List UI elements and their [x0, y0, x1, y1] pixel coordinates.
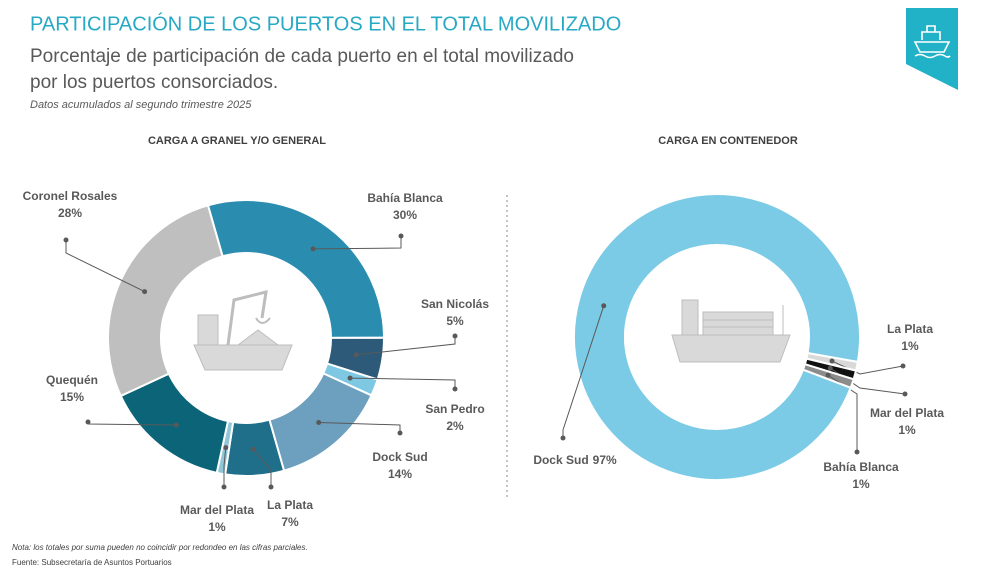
category-label: La Plata	[887, 322, 933, 336]
leader-dot	[173, 422, 179, 428]
value-label: 5%	[446, 314, 464, 328]
value-label: 14%	[388, 467, 412, 481]
leader-dot	[452, 333, 458, 339]
category-label: Coronel Rosales	[23, 189, 118, 203]
leader-dot	[142, 289, 148, 295]
category-label: San Pedro	[425, 402, 484, 416]
subtitle: Porcentaje de participación de cada puer…	[30, 46, 574, 67]
value-label: 7%	[281, 515, 299, 529]
leader-line	[562, 305, 605, 438]
leader-dot	[221, 484, 227, 490]
leader-dot	[250, 446, 256, 452]
category-label: Bahía Blanca	[367, 191, 443, 205]
value-label: 2%	[446, 419, 464, 433]
value-label: 1%	[898, 423, 916, 437]
category-label: San Nicolás	[421, 297, 489, 311]
leader-line	[65, 240, 145, 293]
donut-segment	[573, 193, 861, 481]
period: Datos acumulados al segundo trimestre 20…	[30, 99, 252, 111]
data-label: Dock Sud 97%	[533, 453, 617, 467]
leader-line	[252, 448, 272, 487]
donut-segment	[107, 204, 224, 398]
leader-line	[313, 236, 402, 250]
leader-dot	[825, 372, 831, 378]
leader-dot	[223, 445, 229, 451]
leader-dot	[353, 352, 359, 358]
ship-badge	[906, 8, 958, 90]
category-label: Mar del Plata	[180, 503, 254, 517]
value-label: 97%	[593, 453, 617, 467]
category-label: La Plata	[267, 498, 313, 512]
bulk-icon	[193, 289, 293, 371]
value-label: 28%	[58, 206, 82, 220]
container-icon	[671, 299, 791, 363]
leader-dot	[827, 365, 833, 371]
leader-dot	[452, 386, 458, 392]
leader-line	[350, 377, 456, 389]
chart-title: CARGA A GRANEL Y/O GENERAL	[148, 135, 326, 147]
leader-dot	[268, 484, 274, 490]
title: PARTICIPACIÓN DE LOS PUERTOS EN EL TOTAL…	[30, 12, 621, 35]
leader-dot	[902, 391, 908, 397]
value-label: 15%	[60, 390, 84, 404]
leader-dot	[601, 303, 607, 309]
leader-line	[223, 447, 227, 487]
leader-dot	[900, 363, 906, 369]
source: Fuente: Subsecretaría de Asuntos Portuar…	[12, 558, 172, 567]
category-label: Mar del Plata	[870, 406, 944, 420]
leader-dot	[347, 375, 353, 381]
subtitle: por los puertos consorciados.	[30, 72, 278, 93]
value-label: 1%	[901, 339, 919, 353]
leader-line	[318, 422, 401, 433]
category-label: Quequén	[46, 373, 98, 387]
leader-dot	[310, 246, 316, 252]
leader-dot	[829, 358, 835, 364]
leader-dot	[85, 419, 91, 425]
leader-dot	[63, 237, 69, 243]
value-label: 1%	[208, 520, 226, 534]
value-label: 1%	[852, 477, 870, 491]
leader-dot	[397, 430, 403, 436]
value-label: 30%	[393, 208, 417, 222]
leader-line	[356, 336, 456, 356]
category-label: Dock Sud	[533, 453, 588, 467]
category-label: Dock Sud	[372, 450, 427, 464]
leader-dot	[398, 233, 404, 239]
donut-segment	[206, 199, 386, 339]
leader-dot	[316, 420, 322, 426]
leader-line	[827, 374, 858, 452]
leader-line	[831, 360, 904, 375]
chart-title: CARGA EN CONTENEDOR	[658, 135, 798, 147]
category-label: Bahía Blanca	[823, 460, 899, 474]
note: Nota: los totales por suma pueden no coi…	[12, 543, 308, 552]
leader-dot	[560, 435, 566, 441]
leader-dot	[854, 449, 860, 455]
